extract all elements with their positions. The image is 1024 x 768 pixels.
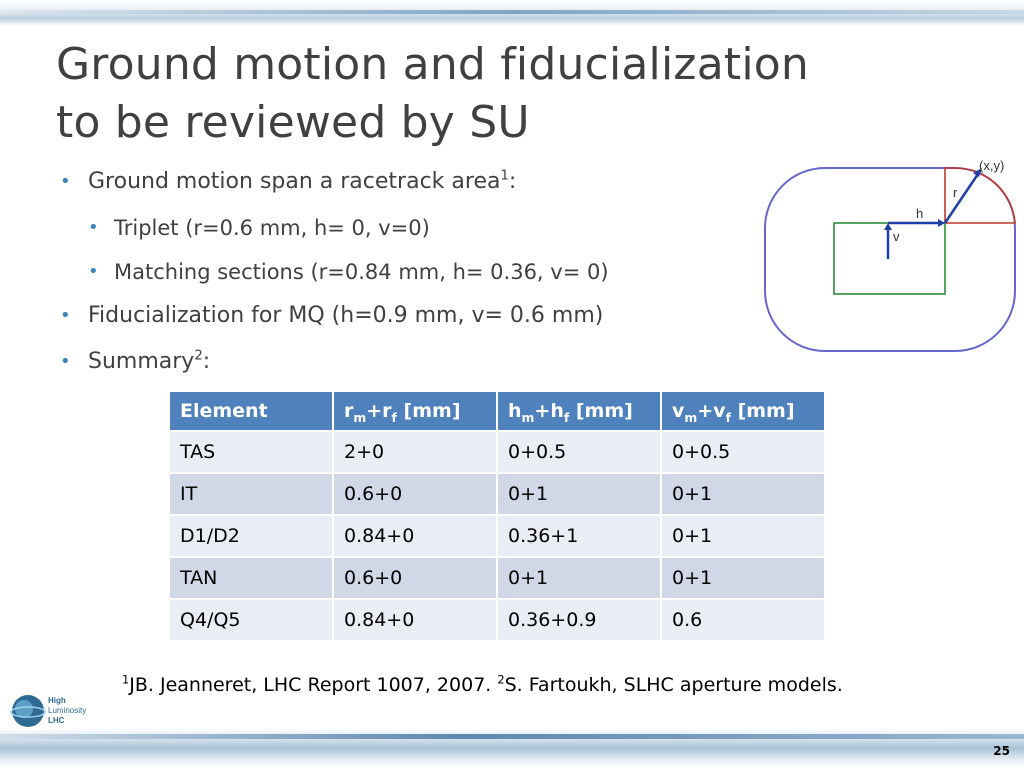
v-label: v — [893, 229, 900, 244]
table-cell: 0.36+1 — [496, 514, 662, 558]
bullet-text: Matching sections (r=0.84 mm, h= 0.36, v… — [114, 260, 609, 284]
ref-text: S. Fartoukh, SLHC aperture models. — [504, 674, 843, 696]
subbullet-matching: • Matching sections (r=0.84 mm, h= 0.36,… — [60, 256, 750, 288]
logo-line-3: LHC — [48, 716, 65, 725]
table-cell: 0+1 — [660, 514, 826, 558]
header-sub: m — [684, 410, 698, 425]
header-unit: [mm] — [396, 400, 461, 422]
header-r: rm+rf [mm] — [332, 390, 498, 432]
header-sub: m — [521, 410, 535, 425]
table-cell: 0+1 — [496, 556, 662, 600]
bullet-dot-icon: • — [60, 171, 71, 192]
bullet-suffix: : — [508, 169, 517, 194]
header-text: +h — [534, 400, 564, 422]
h-label: h — [916, 206, 923, 221]
logo-globe-highlight-icon — [15, 700, 33, 718]
logo-line-2: Luminosity — [48, 706, 86, 715]
header-sub: m — [353, 410, 367, 425]
table-row: TAN 0.6+0 0+1 0+1 — [168, 556, 826, 600]
bullet-dot-icon: • — [60, 351, 71, 372]
ref-number: 1 — [122, 672, 130, 687]
r-arrowhead-icon — [973, 168, 982, 177]
table-cell: 0+1 — [496, 472, 662, 516]
logo-ring-icon — [10, 706, 46, 718]
bullet-text: Ground motion span a racetrack area — [88, 169, 501, 194]
bullet-text: Fiducialization for MQ (h=0.9 mm, v= 0.6… — [88, 303, 604, 328]
bullet-fiducialization: • Fiducialization for MQ (h=0.9 mm, v= 0… — [60, 300, 750, 332]
table-cell: 0.84+0 — [332, 514, 498, 558]
table-cell: 0+0.5 — [660, 430, 826, 474]
header-text: +v — [697, 400, 726, 422]
page-number: 25 — [993, 744, 1010, 758]
table-row: IT 0.6+0 0+1 0+1 — [168, 472, 826, 516]
table-cell: D1/D2 — [168, 514, 334, 558]
bullet-text: Summary — [88, 349, 195, 374]
point-label: (x,y) — [979, 158, 1004, 173]
bullet-list: • Ground motion span a racetrack area1: … — [60, 166, 750, 392]
table-cell: 0.6 — [660, 598, 826, 642]
header-text: +r — [366, 400, 392, 422]
r-arrow — [943, 170, 982, 224]
fiducial-rectangle — [833, 222, 946, 295]
footnote-ref: 1 — [500, 168, 509, 184]
title-line-2: to be reviewed by SU — [56, 97, 530, 148]
slide-title: Ground motion and fiducialization to be … — [56, 36, 809, 152]
references: 1JB. Jeanneret, LHC Report 1007, 2007. 2… — [122, 674, 843, 696]
header-element: Element — [168, 390, 334, 432]
bullet-dot-icon: • — [60, 305, 71, 326]
title-line-1: Ground motion and fiducialization — [56, 39, 809, 90]
table-cell: 0+0.5 — [496, 430, 662, 474]
header-unit: [mm] — [730, 400, 795, 422]
table-cell: Q4/Q5 — [168, 598, 334, 642]
top-decoration-band — [0, 0, 1024, 26]
header-sub: f — [391, 410, 397, 425]
header-unit: [mm] — [569, 400, 633, 422]
summary-table: Element rm+rf [mm] hm+hf [mm] vm+vf [mm]… — [168, 390, 826, 642]
table-cell: 0.6+0 — [332, 472, 498, 516]
bullet-text: Triplet (r=0.6 mm, h= 0, v=0) — [114, 216, 430, 240]
table-cell: 2+0 — [332, 430, 498, 474]
header-sub: f — [725, 410, 731, 425]
header-text: h — [508, 400, 522, 422]
bullet-racetrack: • Ground motion span a racetrack area1: — [60, 166, 750, 198]
racetrack-outline — [764, 167, 1016, 352]
table-row: TAS 2+0 0+0.5 0+0.5 — [168, 430, 826, 474]
v-arrowhead-icon — [884, 223, 892, 230]
table-cell: 0.36+0.9 — [496, 598, 662, 642]
header-text: r — [344, 400, 354, 422]
header-h: hm+hf [mm] — [496, 390, 662, 432]
bullet-summary: • Summary2: — [60, 346, 750, 378]
ref-text: JB. Jeanneret, LHC Report 1007, 2007. — [129, 674, 498, 696]
h-arrowhead-icon — [938, 219, 945, 227]
header-v: vm+vf [mm] — [660, 390, 826, 432]
ref-number: 2 — [497, 672, 505, 687]
table-cell: 0+1 — [660, 556, 826, 600]
table-cell: 0+1 — [660, 472, 826, 516]
table-row: D1/D2 0.84+0 0.36+1 0+1 — [168, 514, 826, 558]
bullet-dot-icon: • — [88, 261, 99, 282]
bullet-suffix: : — [202, 349, 211, 374]
table-header-row: Element rm+rf [mm] hm+hf [mm] vm+vf [mm] — [168, 390, 826, 432]
footnote-ref: 2 — [194, 348, 203, 364]
table-cell: TAS — [168, 430, 334, 474]
table-cell: 0.6+0 — [332, 556, 498, 600]
header-sub: f — [563, 410, 570, 425]
bullet-dot-icon: • — [88, 217, 99, 238]
header-text: v — [672, 400, 685, 422]
bottom-decoration-band — [0, 728, 1024, 768]
subbullet-triplet: • Triplet (r=0.6 mm, h= 0, v=0) — [60, 212, 750, 244]
table-cell: IT — [168, 472, 334, 516]
radius-arc — [944, 167, 1016, 224]
racetrack-diagram: (x,y) r h v — [764, 158, 1016, 352]
logo-line-1: High — [48, 696, 66, 705]
r-label: r — [953, 185, 958, 200]
table-row: Q4/Q5 0.84+0 0.36+0.9 0.6 — [168, 598, 826, 642]
table-cell: 0.84+0 — [332, 598, 498, 642]
hl-lhc-logo: High Luminosity LHC — [10, 695, 86, 727]
table-cell: TAN — [168, 556, 334, 600]
